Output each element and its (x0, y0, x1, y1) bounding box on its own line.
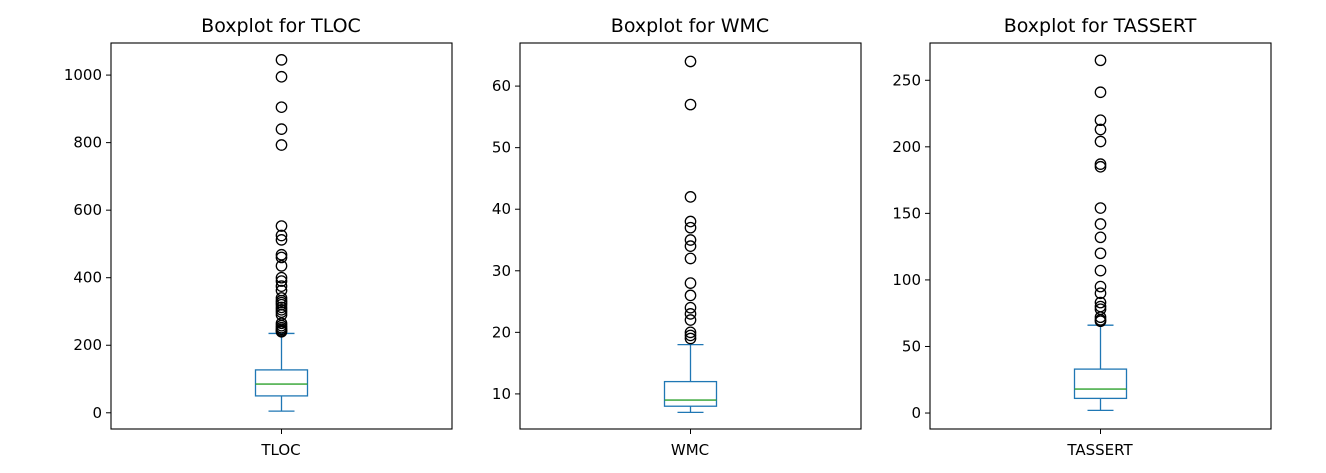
y-tick-label: 40 (492, 200, 511, 218)
plot-area: 0 200 400 600 800 1000 (64, 42, 453, 434)
y-tick-label: 1000 (64, 66, 102, 84)
outlier-point (684, 289, 697, 302)
outlier-point (1094, 296, 1107, 309)
chart-title: Boxplot for TLOC (201, 15, 361, 37)
y-tick-label: 50 (902, 337, 921, 355)
plot-area: 10 20 30 40 50 60 (492, 42, 862, 434)
y-tick-label: 0 (911, 404, 921, 422)
outlier-point (275, 271, 288, 284)
outlier-point (275, 101, 288, 114)
outlier-point (275, 229, 288, 242)
outlier-point (1094, 218, 1107, 230)
outlier-point (1094, 158, 1107, 170)
outlier-point (275, 220, 288, 232)
outlier-point (684, 332, 697, 345)
category-label: TASSERT (1066, 441, 1133, 459)
outlier-point (275, 123, 288, 135)
outlier-point (684, 329, 697, 342)
plot-area: 0 50 100 150 200 250 (892, 42, 1272, 434)
y-tick-label: 100 (892, 271, 921, 289)
outlier-point (1094, 287, 1107, 300)
outlier-point (1094, 264, 1107, 277)
y-tick-label: 60 (492, 77, 511, 95)
outlier-point (275, 280, 288, 292)
category-label: TLOC (260, 441, 300, 459)
outlier-point (1094, 114, 1107, 127)
y-tick-label: 20 (492, 323, 511, 341)
y-tick-label: 250 (892, 71, 921, 89)
outlier-point (275, 234, 288, 246)
outlier-point (684, 308, 697, 320)
outlier-point (275, 306, 288, 319)
y-tick-label: 800 (73, 134, 102, 152)
y-tick-label: 10 (492, 385, 511, 403)
outlier-point (684, 252, 697, 265)
outlier-point (275, 325, 288, 338)
boxplot-panel-tassert: Boxplot for TASSERT 0 50 100 150 200 250 TASS… (892, 15, 1272, 459)
iqr-box (663, 380, 718, 407)
outlier-point (275, 260, 288, 272)
y-tick-label: 200 (892, 138, 921, 156)
y-tick-label: 150 (892, 204, 921, 222)
outlier-point (1094, 247, 1107, 260)
outlier-point (684, 98, 697, 111)
y-tick-label: 400 (73, 269, 102, 287)
outlier-point (684, 240, 697, 253)
boxplot-panel-tloc: Boxplot for TLOC 0 200 400 600 800 1000 TLOC (64, 15, 453, 459)
outlier-point (275, 54, 288, 66)
outlier-point (1094, 202, 1107, 214)
outlier-point (275, 251, 288, 264)
y-tick-label: 200 (73, 336, 102, 354)
plot-frame (110, 42, 453, 430)
outlier-point (684, 55, 697, 68)
outlier-point (684, 301, 697, 314)
outlier-point (1094, 160, 1107, 173)
outlier-point (684, 191, 697, 203)
outlier-point (1094, 315, 1107, 328)
outlier-point (275, 248, 288, 261)
outlier-point (684, 314, 697, 326)
y-tick-label: 30 (492, 262, 511, 280)
outlier-point (1094, 54, 1107, 67)
outlier-point (275, 275, 288, 287)
outlier-point (684, 277, 697, 289)
outlier-point (1094, 135, 1107, 148)
outlier-point (684, 221, 697, 234)
y-tick-label: 600 (73, 201, 102, 219)
outlier-point (1094, 231, 1107, 244)
outlier-point (275, 292, 288, 304)
y-tick-label: 0 (92, 404, 102, 422)
y-tick-label: 50 (492, 139, 511, 157)
chart-title: Boxplot for WMC (611, 15, 769, 37)
iqr-box (1073, 368, 1128, 400)
outlier-point (275, 70, 288, 83)
outlier-point (684, 234, 697, 246)
outlier-point (275, 139, 288, 151)
outlier-point (1094, 123, 1107, 136)
boxplot-panel-wmc: Boxplot for WMC 10 20 30 40 50 60 WMC (492, 15, 862, 459)
plot-frame (929, 42, 1272, 430)
iqr-box (254, 369, 309, 397)
outlier-point (684, 326, 697, 339)
outlier-point (1094, 86, 1107, 99)
outlier-point (684, 215, 697, 228)
chart-title: Boxplot for TASSERT (1004, 15, 1197, 37)
category-label: WMC (671, 441, 709, 459)
outlier-point (1094, 280, 1107, 293)
